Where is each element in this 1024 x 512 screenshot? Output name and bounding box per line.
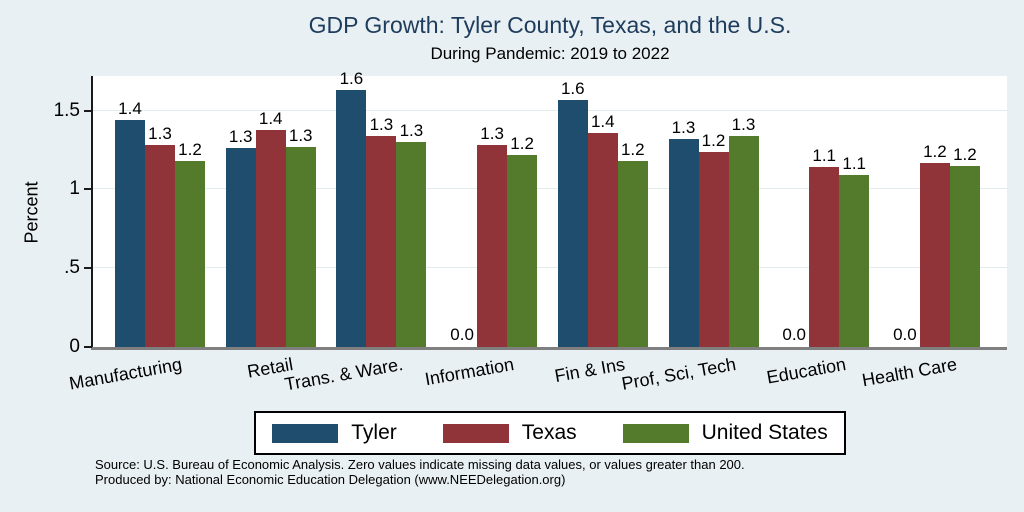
bar-value-label: 1.2 (701, 130, 726, 150)
bar-united-states (285, 146, 316, 347)
bar-value-label: 1.4 (258, 108, 283, 128)
y-tick-label: 0 (69, 336, 80, 357)
bar-united-states (617, 161, 648, 347)
bar-texas (145, 145, 175, 347)
bar-texas (366, 135, 397, 347)
chart-subtitle: During Pandemic: 2019 to 2022 (430, 44, 670, 63)
bar-tyler (336, 90, 367, 347)
bar-value-label: 1.3 (369, 114, 394, 134)
legend: Tyler Texas United States (93, 411, 1007, 455)
y-tick-mark (84, 346, 92, 348)
source-line-1: Source: U.S. Bureau of Economic Analysis… (95, 457, 745, 472)
bar-united-states (949, 165, 980, 347)
bar-value-label: 1.3 (731, 114, 756, 134)
bar-value-label: 1.1 (812, 146, 836, 166)
y-tick-mark (84, 109, 92, 112)
bar-texas (919, 162, 950, 347)
legend-entry: United States (622, 421, 828, 445)
legend-entry: Texas (442, 421, 577, 445)
y-tick-mark (84, 188, 92, 191)
bar-value-label: 1.2 (953, 144, 977, 164)
y-axis-title: Percent (21, 181, 42, 244)
bar-tyler (225, 148, 256, 347)
bar-united-states (728, 135, 759, 347)
bar-value-label: 1.2 (510, 133, 534, 153)
bar-united-states (839, 175, 870, 347)
legend-swatch-tyler (272, 423, 339, 443)
bar-value-label: 1.3 (671, 118, 696, 138)
plot-area: 1.4 1.3 1.2 1.3 1.4 1.3 1.6 1.3 1.3 0.0 1.3 1.2 1.6 1… (93, 69, 1007, 347)
chart-title: GDP Growth: Tyler County, Texas, and the… (308, 12, 792, 38)
y-tick-label: 1 (69, 178, 80, 200)
y-axis-line (91, 76, 93, 348)
bar-united-states (507, 154, 538, 347)
bar-value-label: 1.2 (620, 140, 645, 160)
bar-tyler (557, 99, 588, 347)
bar-value-label: 1.3 (228, 127, 253, 147)
y-tick-label: 1.5 (53, 99, 80, 121)
bar-value-label: 1.3 (480, 124, 504, 144)
bar-texas (587, 132, 618, 347)
bar-value-label: 1.4 (118, 99, 142, 119)
x-axis-line (91, 347, 1007, 350)
legend-swatch-united-states (622, 423, 689, 443)
bar-value-label: 0.0 (450, 325, 474, 344)
legend-label: Texas (521, 421, 577, 444)
bar-tyler (115, 120, 145, 347)
bar-value-label: 1.4 (590, 111, 615, 131)
bar-value-label: 1.3 (399, 121, 424, 141)
bar-value-label: 1.6 (560, 78, 585, 98)
legend-label: Tyler (351, 421, 397, 444)
gridline (93, 109, 1007, 111)
bar-value-label: 1.3 (148, 124, 172, 144)
bar-texas (477, 145, 508, 347)
legend-box: Tyler Texas United States (254, 411, 846, 455)
bar-united-states (175, 161, 205, 347)
bar-texas (255, 129, 286, 347)
gridline (93, 267, 1007, 269)
y-tick-label: .5 (64, 257, 80, 279)
legend-entry: Tyler (272, 421, 397, 445)
bar-tyler (668, 139, 699, 347)
bar-value-label: 1.6 (339, 69, 364, 89)
bar-united-states (396, 142, 427, 347)
source-note: Source: U.S. Bureau of Economic Analysis… (95, 457, 995, 487)
bar-texas (809, 167, 840, 347)
bar-value-label: 1.3 (288, 125, 313, 145)
bar-value-label: 0.0 (782, 325, 806, 344)
gridline (93, 188, 1007, 190)
y-tick-mark (84, 267, 92, 270)
legend-swatch-texas (442, 423, 509, 443)
bar-texas (698, 151, 729, 347)
bar-value-label: 1.1 (842, 154, 866, 174)
bar-value-label: 0.0 (893, 325, 917, 344)
legend-label: United States (701, 421, 828, 444)
bar-value-label: 1.2 (923, 141, 947, 161)
source-line-2: Produced by: National Economic Education… (95, 472, 566, 487)
bar-value-label: 1.2 (178, 140, 202, 160)
